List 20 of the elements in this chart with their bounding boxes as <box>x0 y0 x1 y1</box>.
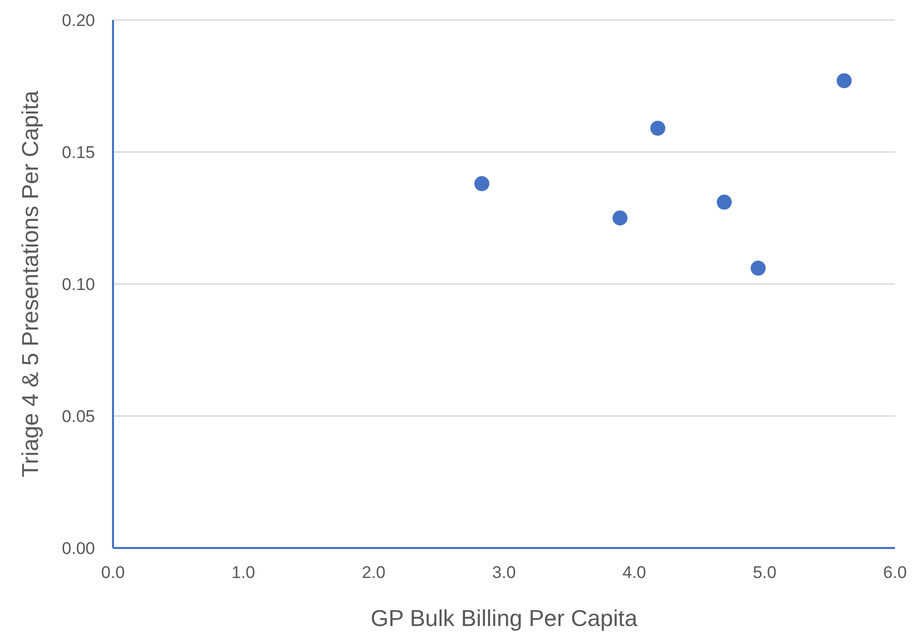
y-tick-label: 0.00 <box>62 539 95 558</box>
y-tick-label: 0.10 <box>62 275 95 294</box>
x-tick-label: 5.0 <box>752 563 776 582</box>
y-tick-label: 0.20 <box>62 11 95 30</box>
y-tick-label: 0.05 <box>62 407 95 426</box>
x-tick-label: 1.0 <box>232 563 256 582</box>
y-tick-label: 0.15 <box>62 143 95 162</box>
x-tick-label: 2.0 <box>362 563 386 582</box>
point <box>474 176 490 192</box>
point <box>750 260 766 276</box>
x-tick-label: 3.0 <box>492 563 516 582</box>
y-axis-title: Triage 4 & 5 Presentations Per Capita <box>17 90 44 478</box>
point <box>836 73 852 88</box>
x-tick-label: 6.0 <box>883 563 907 582</box>
point <box>716 194 732 210</box>
point <box>650 120 666 136</box>
point <box>612 210 628 226</box>
x-axis-title: GP Bulk Billing Per Capita <box>370 605 638 631</box>
x-tick-label: 4.0 <box>622 563 646 582</box>
x-tick-label: 0.0 <box>101 563 125 582</box>
